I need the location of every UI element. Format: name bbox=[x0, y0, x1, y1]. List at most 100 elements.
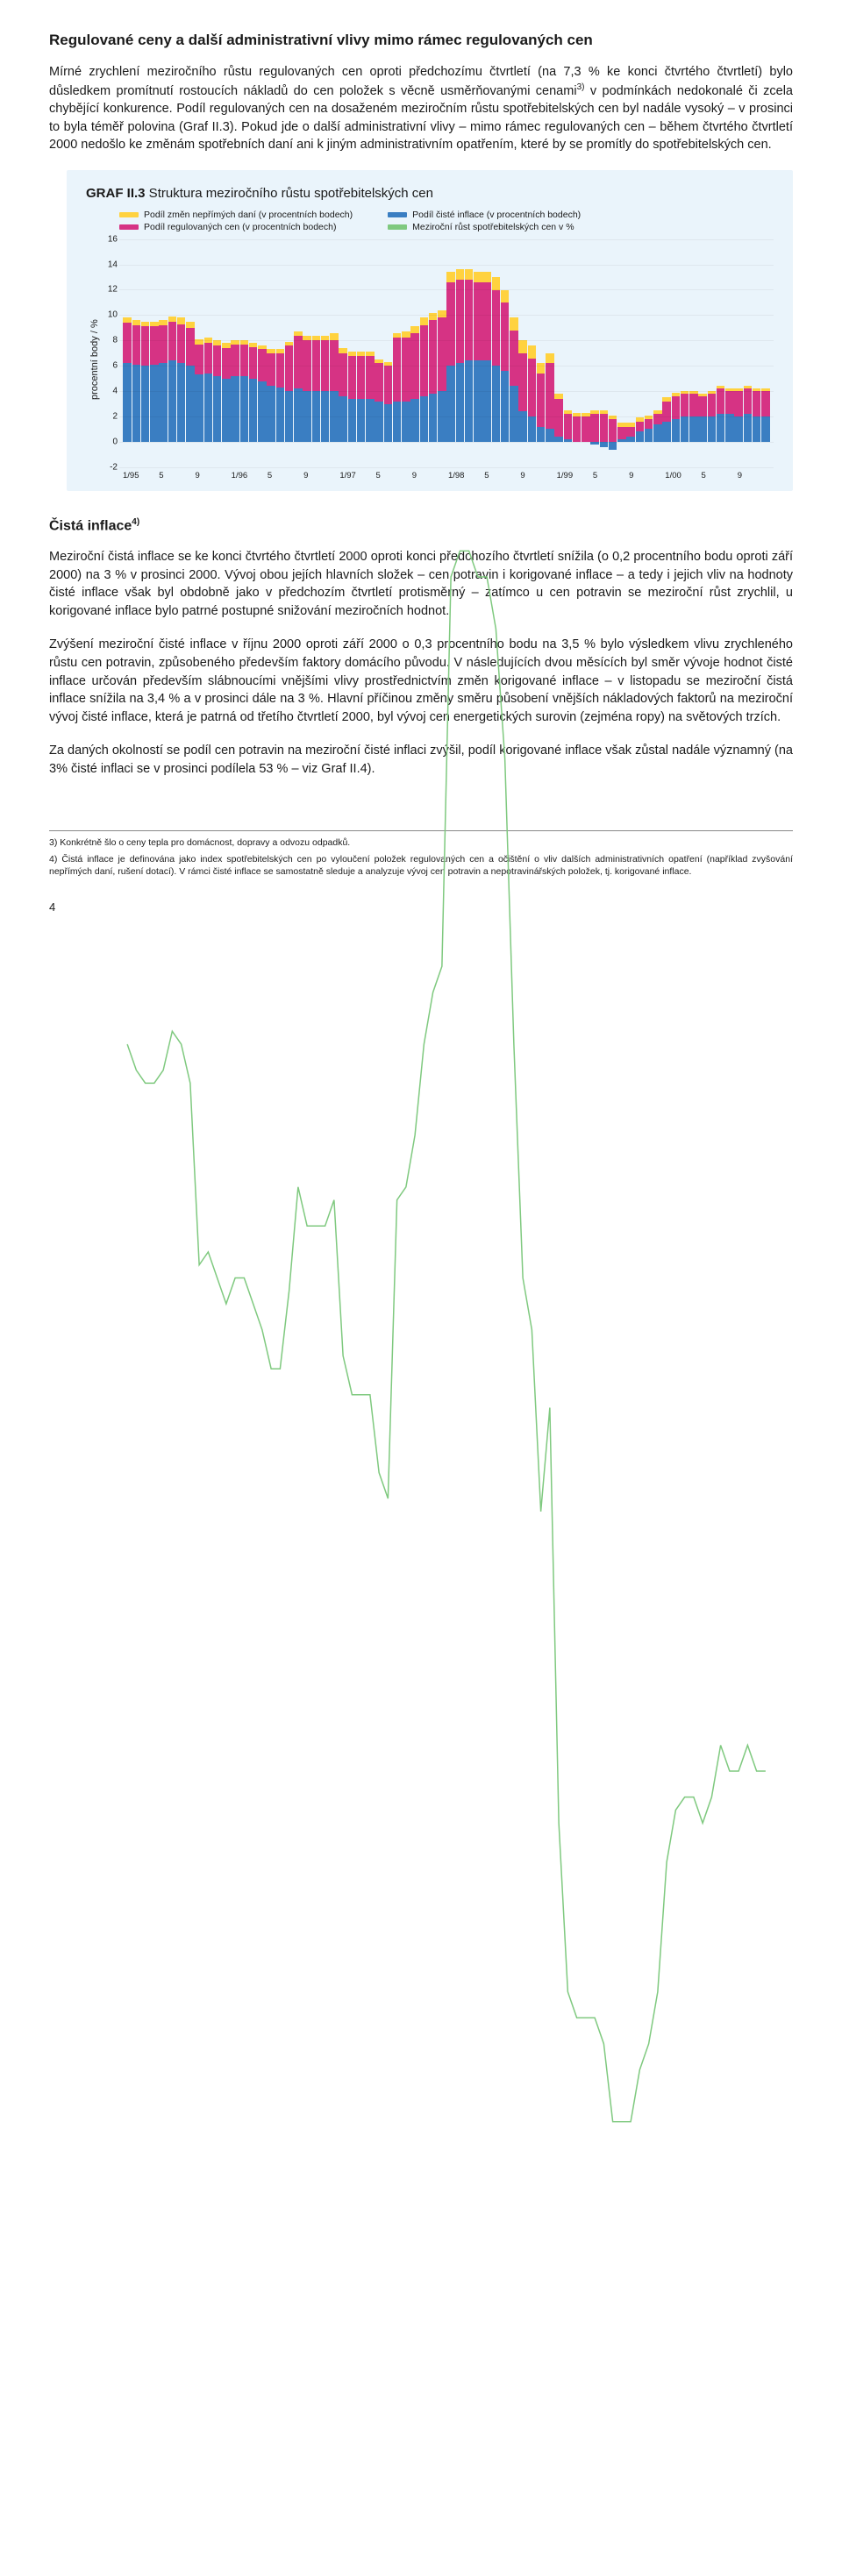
legend-swatch-total bbox=[388, 224, 407, 230]
legend-swatch-reg bbox=[119, 224, 139, 230]
section-heading: Regulované ceny a další administrativní … bbox=[49, 32, 793, 49]
bar-column bbox=[294, 331, 303, 467]
bar-column bbox=[617, 423, 626, 467]
chart-yticks: -20246810121416 bbox=[100, 239, 119, 467]
ytick: 6 bbox=[112, 361, 118, 371]
bar-column bbox=[672, 393, 681, 467]
bar-column bbox=[537, 363, 546, 466]
xtick: 1/97 bbox=[339, 471, 375, 480]
xtick: 5 bbox=[702, 471, 738, 480]
legend-swatch-tax bbox=[119, 212, 139, 217]
xtick: 1/98 bbox=[448, 471, 484, 480]
bar-column bbox=[186, 322, 195, 467]
bar-column bbox=[195, 339, 203, 467]
bar-column bbox=[204, 338, 213, 466]
bar-column bbox=[402, 331, 410, 467]
bar-column bbox=[321, 336, 330, 467]
bar-column bbox=[626, 423, 635, 467]
bar-column bbox=[662, 397, 671, 466]
chart-bars bbox=[123, 239, 770, 467]
ytick: -2 bbox=[110, 462, 118, 472]
bar-column bbox=[231, 340, 239, 466]
chart-ylabel: procentní body / % bbox=[86, 239, 100, 480]
chart-container: GRAF II.3 Struktura meziročního růstu sp… bbox=[67, 170, 793, 491]
bar-column bbox=[708, 391, 717, 467]
ytick: 4 bbox=[112, 387, 118, 396]
bar-column bbox=[312, 336, 321, 467]
xtick: 1/99 bbox=[557, 471, 593, 480]
chart-xticks: 1/95591/96591/97591/98591/99591/0059 bbox=[123, 467, 774, 480]
xtick: 5 bbox=[376, 471, 412, 480]
legend-item-total: Meziroční růst spotřebitelských cen v % bbox=[388, 222, 581, 232]
bar-column bbox=[285, 342, 294, 467]
footnotes: 3) Konkrétně šlo o ceny tepla pro domácn… bbox=[49, 830, 793, 878]
xtick: 9 bbox=[520, 471, 556, 480]
bar-column bbox=[590, 410, 599, 467]
bar-column bbox=[465, 269, 474, 466]
bar-column bbox=[357, 352, 366, 466]
bar-column bbox=[150, 322, 159, 467]
paragraph-4: Za daných okolností se podíl cen potravi… bbox=[49, 742, 793, 778]
bar-column bbox=[482, 272, 491, 466]
chart-title: GRAF II.3 Struktura meziročního růstu sp… bbox=[86, 186, 774, 201]
xtick: 5 bbox=[268, 471, 303, 480]
footnote-ref-4: 4) bbox=[132, 517, 139, 527]
bar-column bbox=[492, 277, 501, 467]
bar-column bbox=[330, 333, 339, 467]
bar-column bbox=[429, 313, 438, 467]
subsection-heading: Čistá inflace4) bbox=[49, 517, 793, 534]
legend-label-net: Podíl čisté inflace (v procentních bodec… bbox=[412, 210, 581, 220]
bar-column bbox=[303, 336, 311, 467]
xtick: 5 bbox=[484, 471, 520, 480]
bar-column bbox=[258, 345, 267, 467]
bar-column bbox=[384, 362, 393, 467]
bar-column bbox=[267, 349, 275, 466]
bar-column bbox=[474, 272, 482, 466]
bar-column bbox=[744, 386, 753, 466]
paragraph-3: Zvýšení meziroční čisté inflace v říjnu … bbox=[49, 636, 793, 726]
heading2-text: Čistá inflace bbox=[49, 518, 132, 533]
xtick: 9 bbox=[195, 471, 231, 480]
chart-legend: Podíl změn nepřímých daní (v procentních… bbox=[119, 210, 774, 232]
page-number: 4 bbox=[49, 900, 793, 914]
bar-column bbox=[734, 388, 743, 467]
ytick: 2 bbox=[112, 411, 118, 421]
legend-swatch-net bbox=[388, 212, 407, 217]
bar-column bbox=[410, 326, 419, 466]
bar-column bbox=[141, 322, 150, 467]
bar-column bbox=[681, 391, 689, 467]
xtick: 5 bbox=[159, 471, 195, 480]
bar-column bbox=[438, 310, 446, 467]
legend-item-tax: Podíl změn nepřímých daní (v procentních… bbox=[119, 210, 353, 220]
bar-column bbox=[717, 386, 725, 466]
footnote-4: 4) Čistá inflace je definována jako inde… bbox=[49, 853, 793, 878]
chart-title-rest: Struktura meziročního růstu spotřebitels… bbox=[146, 186, 433, 201]
ytick: 8 bbox=[112, 336, 118, 345]
bar-column bbox=[582, 413, 590, 467]
bar-column bbox=[276, 349, 285, 466]
bar-column bbox=[132, 320, 141, 467]
bar-column bbox=[564, 410, 573, 467]
bar-column bbox=[753, 388, 761, 467]
bar-column bbox=[375, 359, 383, 467]
legend-item-reg: Podíl regulovaných cen (v procentních bo… bbox=[119, 222, 353, 232]
bar-column bbox=[725, 388, 734, 467]
bar-column bbox=[366, 352, 375, 466]
bar-column bbox=[446, 272, 455, 466]
xtick: 1/95 bbox=[123, 471, 159, 480]
ytick: 12 bbox=[108, 285, 118, 295]
bar-column bbox=[554, 394, 563, 467]
bar-column bbox=[573, 413, 582, 467]
bar-column bbox=[501, 290, 510, 467]
bar-column bbox=[240, 340, 249, 466]
bar-column bbox=[222, 343, 231, 467]
chart-title-bold: GRAF II.3 bbox=[86, 186, 146, 201]
xtick: 1/96 bbox=[232, 471, 268, 480]
bar-column bbox=[249, 343, 258, 467]
xtick: 9 bbox=[303, 471, 339, 480]
bar-column bbox=[518, 340, 527, 466]
xtick: 1/00 bbox=[665, 471, 701, 480]
bar-column bbox=[689, 391, 698, 467]
legend-label-tax: Podíl změn nepřímých daní (v procentních… bbox=[144, 210, 353, 220]
bar-column bbox=[348, 352, 357, 466]
